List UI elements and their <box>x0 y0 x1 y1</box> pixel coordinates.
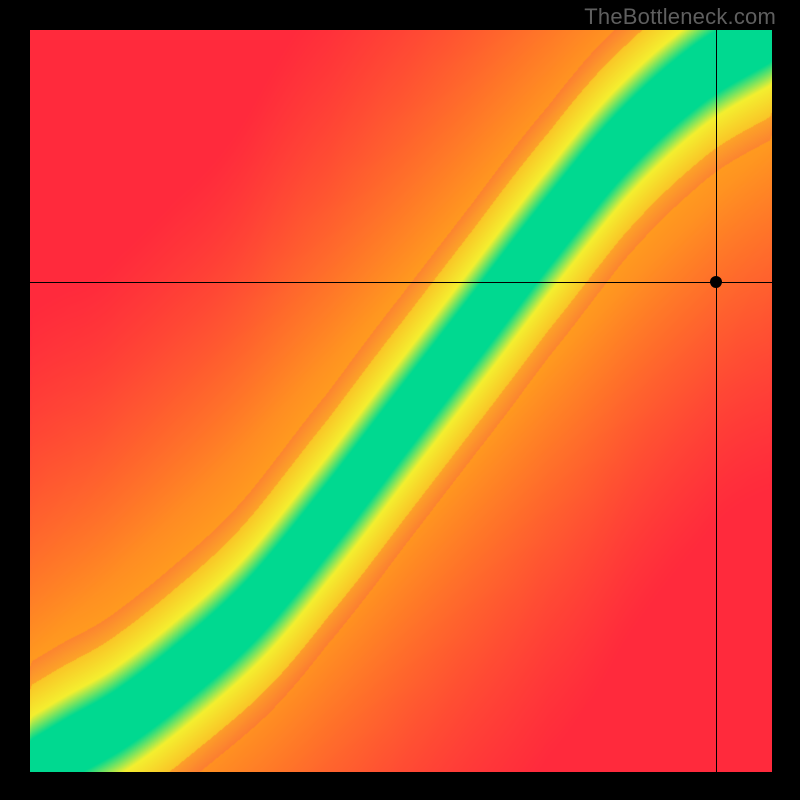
plot-frame <box>30 30 772 772</box>
bottleneck-heatmap <box>30 30 772 772</box>
watermark-text: TheBottleneck.com <box>584 4 776 30</box>
crosshair-vertical <box>716 30 717 772</box>
chart-root: TheBottleneck.com <box>0 0 800 800</box>
crosshair-horizontal <box>30 282 772 283</box>
selection-marker[interactable] <box>710 276 722 288</box>
